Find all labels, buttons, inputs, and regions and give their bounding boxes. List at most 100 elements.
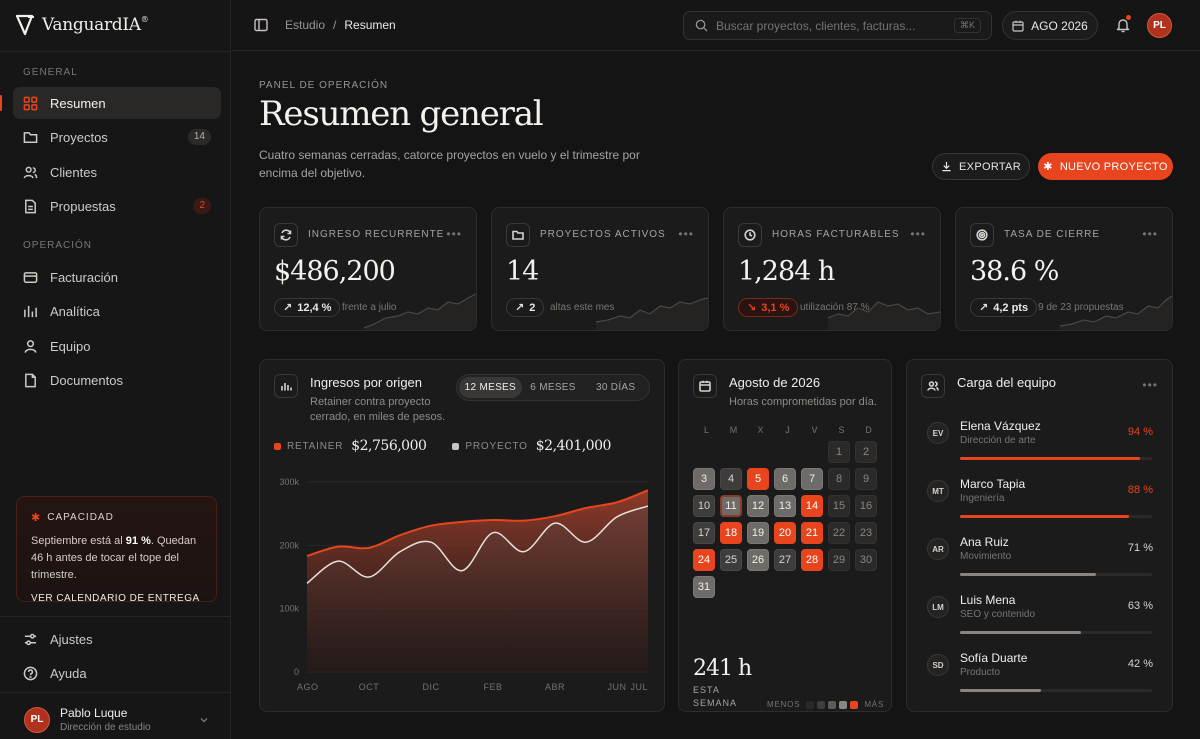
- more-icon[interactable]: •••: [678, 227, 694, 241]
- calendar-day[interactable]: 27: [774, 549, 796, 571]
- calendar-day[interactable]: 11: [720, 495, 742, 517]
- avatar[interactable]: PL: [1147, 13, 1172, 38]
- calendar-day[interactable]: 1: [828, 441, 850, 463]
- team-member-row[interactable]: EV Elena Vázquez Dirección de arte 94 %: [927, 419, 1153, 469]
- x-tick-label: OCT: [359, 682, 380, 692]
- calendar-day[interactable]: 30: [855, 549, 877, 571]
- calendar-day[interactable]: 28: [801, 549, 823, 571]
- sidebar-item-ayuda[interactable]: Ayuda: [13, 657, 221, 689]
- calendar-day[interactable]: 25: [720, 549, 742, 571]
- calendar-blank: [801, 440, 828, 467]
- calendar-blank: [720, 440, 747, 467]
- sidebar-item-resumen[interactable]: Resumen: [0, 87, 221, 119]
- sidebar-item-clientes[interactable]: Clientes: [13, 156, 221, 188]
- capacity-title: CAPACIDAD: [47, 512, 114, 523]
- calendar-day[interactable]: 12: [747, 495, 769, 517]
- range-selector: 12 MESES 6 MESES 30 DÍAS: [456, 374, 650, 401]
- more-icon[interactable]: •••: [1142, 378, 1158, 392]
- calendar-day[interactable]: 20: [774, 522, 796, 544]
- kpi-label: INGRESO RECURRENTE: [308, 229, 445, 240]
- calendar-day[interactable]: 10: [693, 495, 715, 517]
- calendar-day[interactable]: 3: [693, 468, 715, 490]
- new-project-button[interactable]: ✱ NUEVO PROYECTO: [1038, 153, 1173, 180]
- date-picker-button[interactable]: AGO 2026: [1002, 11, 1098, 40]
- folder-icon: [506, 223, 530, 247]
- asterisk-icon: ✱: [1043, 161, 1053, 173]
- calendar-day[interactable]: 14: [801, 495, 823, 517]
- sidebar-item-equipo[interactable]: Equipo: [13, 330, 221, 362]
- calendar-day[interactable]: 21: [801, 522, 823, 544]
- calendar-day[interactable]: 13: [774, 495, 796, 517]
- breadcrumb-separator: /: [333, 18, 337, 32]
- section-general-label: GENERAL: [23, 67, 78, 78]
- sidebar-item-documentos[interactable]: Documentos: [13, 364, 221, 396]
- calendar-blank: [774, 440, 801, 467]
- calendar-day[interactable]: 23: [855, 522, 877, 544]
- team-member-row[interactable]: SD Sofía Duarte Producto 42 %: [927, 651, 1153, 701]
- calendar-day[interactable]: 8: [828, 468, 850, 490]
- divider: [0, 692, 231, 693]
- calendar-day[interactable]: 7: [801, 468, 823, 490]
- calendar-day[interactable]: 31: [693, 576, 715, 598]
- sidebar-item-propuestas[interactable]: Propuestas 2: [13, 190, 221, 222]
- target-icon: [970, 223, 994, 247]
- member-role: Dirección de arte: [960, 435, 1036, 446]
- search-input[interactable]: [716, 18, 946, 33]
- sidebar-item-proyectos[interactable]: Proyectos 14: [13, 121, 221, 153]
- calendar-day[interactable]: 15: [828, 495, 850, 517]
- users-icon: [921, 374, 945, 398]
- breadcrumb-root[interactable]: Estudio: [285, 18, 326, 32]
- chevron-down-icon[interactable]: [200, 716, 208, 724]
- team-member-row[interactable]: MT Marco Tapia Ingeniería 88 %: [927, 477, 1153, 527]
- brand-name: VanguardIA®: [42, 15, 149, 35]
- calendar-day[interactable]: 9: [855, 468, 877, 490]
- search-box[interactable]: ⌘K: [683, 11, 992, 40]
- help-icon: [23, 666, 38, 681]
- team-member-row[interactable]: AR Ana Ruiz Movimiento 71 %: [927, 535, 1153, 585]
- kpi-delta: ↗ 4,2 pts: [970, 298, 1038, 317]
- calendar-day[interactable]: 2: [855, 441, 877, 463]
- sidebar-item-label: Clientes: [50, 164, 97, 180]
- heat-legend: MENOS MÁS: [767, 700, 884, 709]
- sidebar-item-facturacion[interactable]: Facturación: [13, 261, 221, 293]
- legend-less: MENOS: [767, 700, 801, 709]
- capacity-calendar-link[interactable]: VER CALENDARIO DE ENTREGA: [31, 593, 200, 604]
- sparkline: [596, 297, 708, 330]
- card-icon: [23, 270, 38, 285]
- member-name: Sofía Duarte: [960, 651, 1028, 665]
- calendar-day[interactable]: 5: [747, 468, 769, 490]
- heat-swatch: [839, 700, 848, 709]
- more-icon[interactable]: •••: [446, 227, 462, 241]
- calendar-day[interactable]: 19: [747, 522, 769, 544]
- x-tick-label: DIC: [423, 682, 440, 692]
- more-icon[interactable]: •••: [1142, 227, 1158, 241]
- kpi-value: 38.6 %: [970, 256, 1059, 287]
- range-option-30d[interactable]: 30 DÍAS: [596, 382, 636, 393]
- calendar-day[interactable]: 6: [774, 468, 796, 490]
- sidebar-item-analitica[interactable]: Analítica: [13, 295, 221, 327]
- calendar-day[interactable]: 18: [720, 522, 742, 544]
- arrow-up-right-icon: ↗: [979, 302, 989, 314]
- calendar-blank: [693, 440, 720, 467]
- kpi-label: PROYECTOS ACTIVOS: [540, 229, 666, 240]
- sidebar-toggle-icon[interactable]: [254, 18, 268, 32]
- weekday-label: X: [757, 425, 764, 435]
- bell-icon[interactable]: [1115, 17, 1131, 33]
- range-option-6m[interactable]: 6 MESES: [530, 382, 576, 393]
- range-option-12m[interactable]: 12 MESES: [459, 377, 522, 398]
- more-icon[interactable]: •••: [910, 227, 926, 241]
- brand[interactable]: VanguardIA®: [16, 14, 149, 36]
- kpi-value: 14: [506, 256, 539, 287]
- bar-chart-icon: [274, 374, 298, 398]
- calendar-day[interactable]: 17: [693, 522, 715, 544]
- calendar-day[interactable]: 29: [828, 549, 850, 571]
- calendar-day[interactable]: 4: [720, 468, 742, 490]
- team-member-row[interactable]: LM Luis Mena SEO y contenido 63 %: [927, 593, 1153, 643]
- sidebar-item-ajustes[interactable]: Ajustes: [13, 623, 221, 655]
- export-button[interactable]: EXPORTAR: [932, 153, 1030, 180]
- calendar-day[interactable]: 16: [855, 495, 877, 517]
- user-menu[interactable]: PL Pablo Luque Dirección de estudio: [24, 706, 151, 733]
- calendar-day[interactable]: 26: [747, 549, 769, 571]
- calendar-day[interactable]: 22: [828, 522, 850, 544]
- calendar-day[interactable]: 24: [693, 549, 715, 571]
